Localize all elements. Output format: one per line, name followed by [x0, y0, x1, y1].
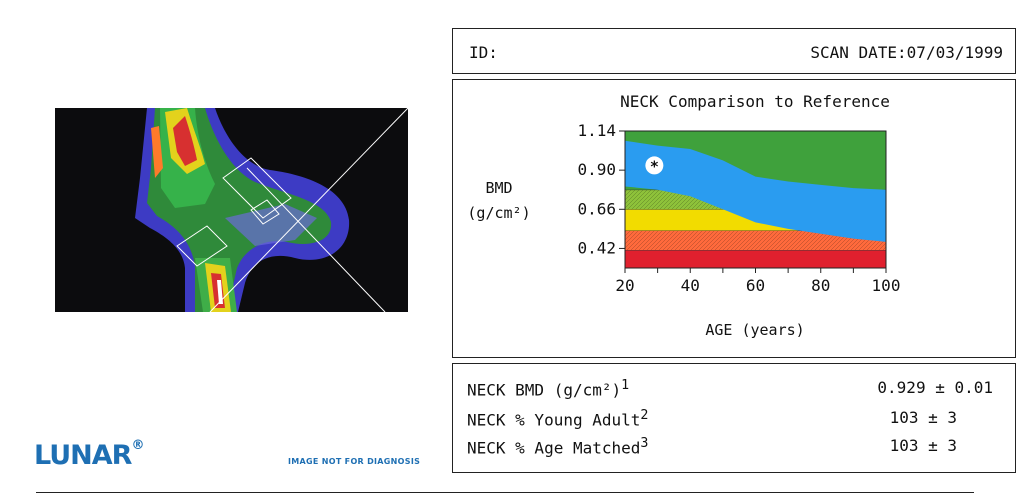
result-row-age-matched: NECK % Age Matched3 103 ± 3 [467, 436, 993, 460]
chart-title: NECK Comparison to Reference [620, 92, 890, 111]
results-box: NECK BMD (g/cm²)1 0.929 ± 0.01 NECK % Yo… [452, 363, 1016, 473]
x-axis: 20 40 60 80 100 [615, 268, 900, 295]
footnote-ref: 1 [621, 378, 630, 393]
result-label: NECK % Age Matched [467, 438, 641, 458]
x-tick-label: 40 [681, 276, 700, 295]
result-row-bmd: NECK BMD (g/cm²)1 0.929 ± 0.01 [467, 378, 993, 402]
x-tick-label: 80 [811, 276, 830, 295]
result-value: 103 ± 3 [889, 408, 957, 427]
result-row-young-adult: NECK % Young Adult2 103 ± 3 [467, 408, 993, 432]
reference-chart-box: NECK Comparison to Reference 1.14 0.90 0.6… [452, 79, 1016, 358]
logo-text: LUNAR [34, 440, 132, 471]
femur-scan-graphic [55, 108, 408, 312]
diagnosis-disclaimer: IMAGE NOT FOR DIAGNOSIS [288, 457, 421, 466]
y-axis: 1.14 0.90 0.66 0.42 [577, 121, 625, 257]
footnote-ref: 3 [640, 436, 649, 451]
y-axis-label-line2: (g/cm²) [467, 204, 530, 222]
patient-marker: * [645, 156, 664, 175]
patient-id-label: ID: [469, 43, 498, 62]
id-header-box: ID: SCAN DATE:07/03/1999 [452, 28, 1016, 74]
result-value: 103 ± 3 [889, 436, 957, 455]
patient-marker-circle [645, 156, 664, 175]
y-tick-label: 0.42 [577, 238, 616, 257]
y-tick-label: 0.66 [577, 199, 616, 218]
bmd-reference-chart: NECK Comparison to Reference 1.14 0.90 0.6… [467, 92, 900, 339]
lunar-logo: LUNAR® [34, 438, 145, 471]
result-label: NECK % Young Adult [467, 410, 641, 430]
bmd-zone-band [625, 250, 886, 268]
x-axis-label: AGE (years) [705, 321, 804, 339]
result-value: 0.929 ± 0.01 [877, 378, 993, 397]
result-label: NECK BMD (g/cm²) [467, 380, 622, 400]
y-tick-label: 1.14 [577, 121, 616, 140]
y-axis-label-line1: BMD [485, 179, 512, 197]
x-tick-label: 20 [615, 276, 634, 295]
y-tick-label: 0.90 [577, 160, 616, 179]
scan-date: SCAN DATE:07/03/1999 [810, 43, 1003, 62]
x-tick-label: 100 [872, 276, 901, 295]
footnote-ref: 2 [640, 408, 649, 423]
bottom-divider [36, 492, 974, 493]
bmd-zone-hatch [625, 230, 886, 251]
femur-scan-image [55, 108, 408, 312]
patient-marker-symbol: * [650, 157, 659, 175]
registered-mark: ® [131, 438, 145, 453]
x-tick-label: 60 [746, 276, 765, 295]
reference-range-band [625, 140, 886, 242]
